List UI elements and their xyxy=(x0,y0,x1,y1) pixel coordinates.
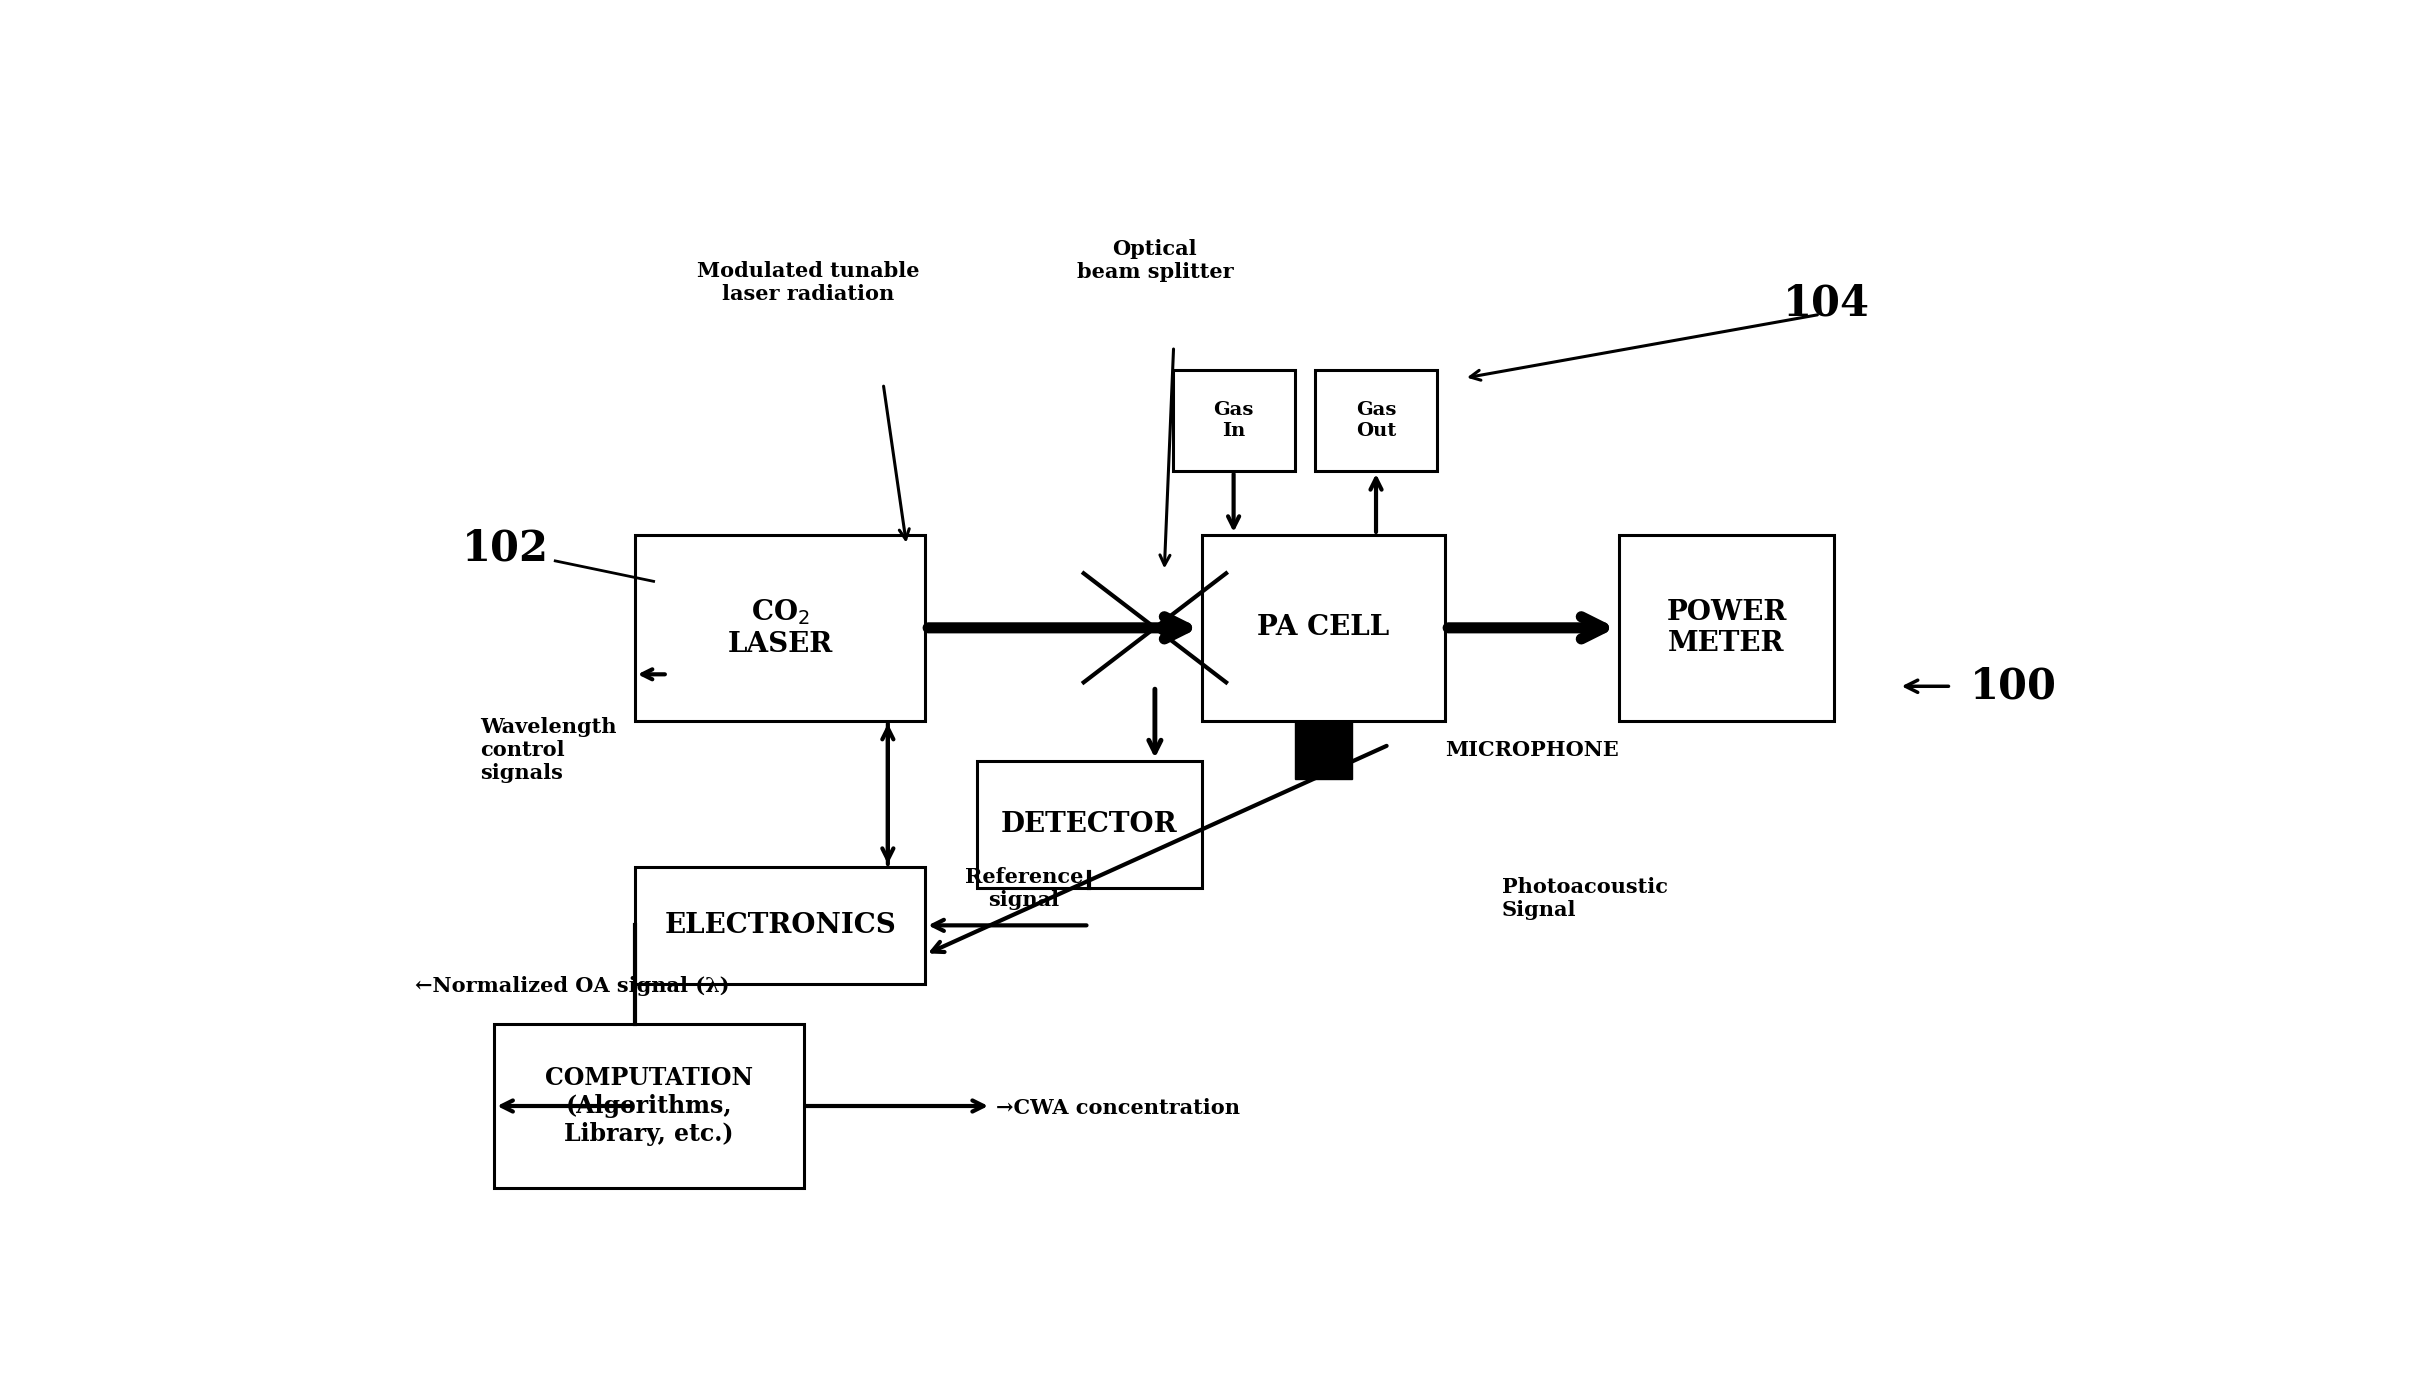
Text: Reference
signal: Reference signal xyxy=(965,867,1083,909)
Text: DETECTOR: DETECTOR xyxy=(1001,811,1178,838)
Text: →CWA concentration: →CWA concentration xyxy=(996,1098,1240,1118)
FancyBboxPatch shape xyxy=(636,867,926,984)
Text: Gas
Out: Gas Out xyxy=(1356,402,1395,440)
FancyBboxPatch shape xyxy=(1618,535,1835,720)
Text: Wavelength
control
signals: Wavelength control signals xyxy=(481,716,617,784)
FancyBboxPatch shape xyxy=(1296,720,1352,780)
FancyBboxPatch shape xyxy=(977,760,1202,889)
FancyBboxPatch shape xyxy=(1173,370,1294,471)
FancyBboxPatch shape xyxy=(636,535,926,720)
Text: COMPUTATION
(Algorithms,
Library, etc.): COMPUTATION (Algorithms, Library, etc.) xyxy=(544,1067,752,1145)
Text: ELECTRONICS: ELECTRONICS xyxy=(665,912,897,938)
Text: POWER
METER: POWER METER xyxy=(1666,599,1787,657)
Text: 100: 100 xyxy=(1971,665,2058,708)
Text: Optical
beam splitter: Optical beam splitter xyxy=(1076,239,1233,283)
Text: ←Normalized OA signal (λ): ←Normalized OA signal (λ) xyxy=(416,976,730,996)
Text: Gas
In: Gas In xyxy=(1214,402,1255,440)
Text: 102: 102 xyxy=(462,527,549,569)
FancyBboxPatch shape xyxy=(1315,370,1436,471)
Text: Photoacoustic
Signal: Photoacoustic Signal xyxy=(1502,878,1668,920)
Text: Modulated tunable
laser radiation: Modulated tunable laser radiation xyxy=(696,261,919,304)
FancyBboxPatch shape xyxy=(1202,535,1446,720)
Text: CO$_2$
LASER: CO$_2$ LASER xyxy=(728,598,832,658)
Text: MICROPHONE: MICROPHONE xyxy=(1446,740,1620,760)
FancyBboxPatch shape xyxy=(493,1024,803,1188)
Text: PA CELL: PA CELL xyxy=(1257,614,1390,642)
Text: 104: 104 xyxy=(1782,283,1869,324)
